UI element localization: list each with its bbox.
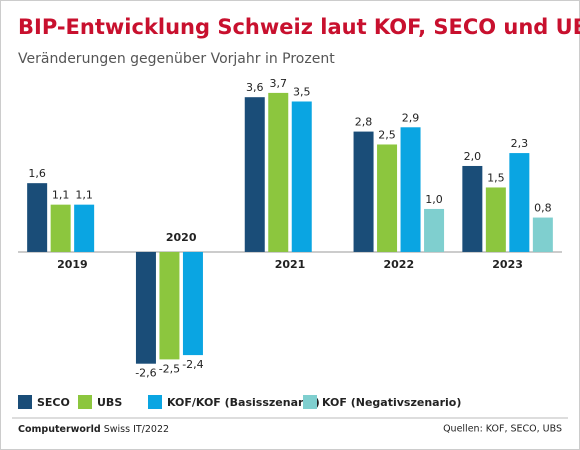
legend-label: SECO: [37, 396, 70, 409]
bar: [400, 127, 421, 252]
bar: [291, 101, 312, 252]
value-label: 2,8: [355, 116, 373, 129]
x-tick-label: 2022: [383, 258, 414, 271]
bar: [244, 97, 265, 252]
value-label: 2,0: [464, 150, 482, 163]
value-label: -2,4: [182, 358, 203, 371]
value-label: 2,9: [402, 111, 420, 124]
legend-swatch: [148, 395, 162, 409]
bar: [509, 153, 530, 252]
bar: [532, 217, 553, 252]
value-label: 1,1: [75, 189, 93, 202]
bar: [424, 208, 445, 252]
value-label: 3,6: [246, 81, 264, 94]
value-label: 2,5: [378, 128, 396, 141]
value-label: 3,7: [270, 77, 288, 90]
bar: [159, 251, 180, 360]
chart-subtitle: Veränderungen gegenüber Vorjahr in Proze…: [18, 51, 335, 67]
bar: [74, 204, 95, 252]
bar: [377, 144, 398, 252]
bar: [485, 187, 506, 252]
value-label: 2,3: [511, 137, 529, 150]
legend-swatch: [303, 395, 317, 409]
brand-note: Swiss IT/2022: [104, 424, 169, 435]
legend-label: KOF (Negativszenario): [322, 396, 461, 409]
source: Quellen: KOF, SECO, UBS: [443, 424, 562, 435]
bar: [268, 92, 289, 252]
value-label: 1,5: [487, 171, 505, 184]
bar: [182, 251, 203, 356]
value-label: 3,5: [293, 85, 311, 98]
x-tick-label: 2019: [57, 258, 88, 271]
bar: [353, 131, 374, 252]
value-label: 0,8: [534, 202, 552, 215]
value-label: -2,5: [159, 362, 180, 375]
legend-label: KOF/KOF (Basisszenario): [167, 396, 320, 409]
bar: [462, 165, 483, 252]
x-tick-label: 2023: [492, 258, 523, 271]
x-tick-label: 2020: [166, 231, 197, 244]
value-label: 1,1: [52, 189, 70, 202]
legend-swatch: [18, 395, 32, 409]
chart-title: BIP-Entwicklung Schweiz laut KOF, SECO u…: [18, 15, 580, 39]
value-label: 1,0: [425, 193, 443, 206]
bar: [27, 183, 48, 252]
x-tick-label: 2021: [275, 258, 306, 271]
value-label: -2,6: [135, 367, 156, 380]
brand: Computerworld: [18, 424, 101, 435]
legend-label: UBS: [97, 396, 122, 409]
footer: Computerworld Swiss IT/2022: [18, 424, 169, 435]
value-label: 1,6: [28, 167, 46, 180]
bar: [135, 251, 156, 364]
bar: [50, 204, 71, 252]
legend-swatch: [78, 395, 92, 409]
